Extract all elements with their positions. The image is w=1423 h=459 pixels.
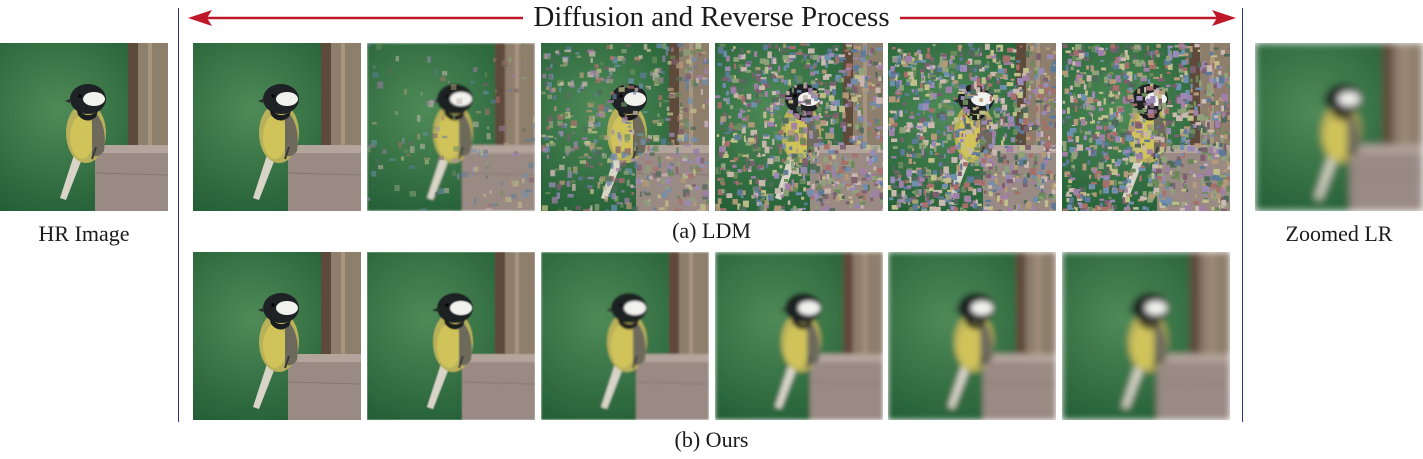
bird-scene [1255, 43, 1423, 211]
ldm-step-3 [541, 43, 709, 211]
ldm-step-6 [1062, 43, 1230, 211]
hr-image-caption: HR Image [38, 221, 130, 246]
zoomed-lr-caption: Zoomed LR [1285, 221, 1393, 246]
ldm-step-5 [888, 43, 1056, 211]
bird-scene [193, 43, 361, 211]
bird-scene [1062, 252, 1230, 420]
ours-step-6 [1062, 252, 1230, 420]
ours-step-1 [193, 252, 361, 420]
ours-step-4 [715, 252, 883, 420]
bird-scene [541, 43, 709, 211]
hr-image [0, 43, 168, 211]
bird-scene [715, 43, 883, 211]
ldm-step-4 [715, 43, 883, 211]
ours-step-5 [888, 252, 1056, 420]
figure-title: Diffusion and Reverse Process [0, 0, 1423, 36]
bird-scene [715, 252, 883, 420]
ldm-step-2 [367, 43, 535, 211]
bird-scene [1062, 43, 1230, 211]
ours-step-3 [541, 252, 709, 420]
zoomed-lr-image [1255, 43, 1423, 211]
bird-scene [367, 252, 535, 420]
bird-scene [0, 43, 168, 211]
bird-scene [367, 43, 535, 211]
bird-scene [888, 252, 1056, 420]
bird-scene [193, 252, 361, 420]
bird-scene [888, 43, 1056, 211]
divider-left [178, 8, 179, 422]
row-a-caption: (a) LDM [672, 218, 751, 243]
ours-step-2 [367, 252, 535, 420]
row-b-caption: (b) Ours [674, 427, 749, 452]
divider-right [1242, 8, 1243, 422]
ldm-step-1 [193, 43, 361, 211]
bird-scene [541, 252, 709, 420]
